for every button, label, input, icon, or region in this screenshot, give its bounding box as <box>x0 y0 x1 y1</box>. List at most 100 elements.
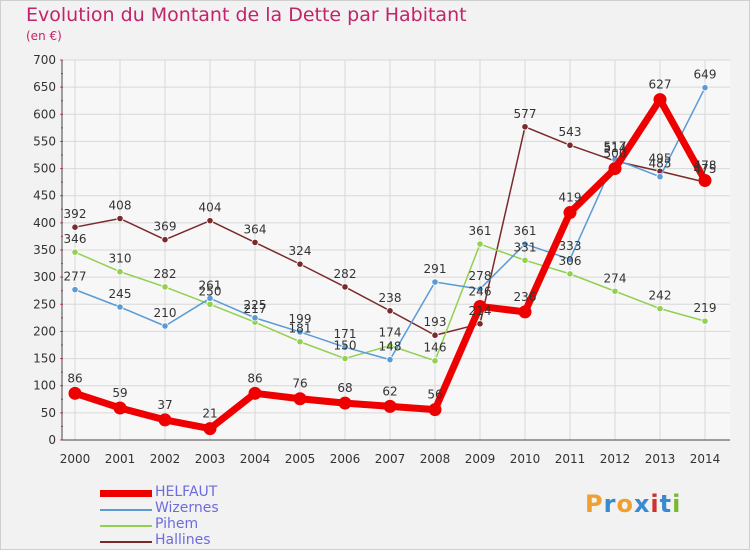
y-tick-label: 350 <box>33 243 56 257</box>
logo-letter: r <box>603 490 617 518</box>
proxiti-logo: Proxiti <box>585 490 681 518</box>
data-label-wizernes: 225 <box>244 298 267 312</box>
data-label-helfaut: 37 <box>157 398 172 412</box>
data-label-wizernes: 171 <box>334 327 357 341</box>
data-label-pihem: 242 <box>649 289 672 303</box>
data-label-pihem: 331 <box>514 240 537 254</box>
data-point-helfaut <box>248 386 262 400</box>
data-label-pihem: 361 <box>469 224 492 238</box>
data-label-helfaut: 76 <box>292 377 307 391</box>
data-label-hallines: 282 <box>334 267 357 281</box>
data-label-hallines: 369 <box>154 220 177 234</box>
data-label-helfaut: 246 <box>469 284 492 298</box>
y-tick-label: 450 <box>33 189 56 203</box>
data-point-pihem <box>386 341 394 350</box>
legend-swatch-helfaut <box>100 490 152 497</box>
y-tick-label: 100 <box>33 379 56 393</box>
x-tick-label: 2013 <box>645 452 676 466</box>
data-label-hallines: 324 <box>289 244 312 258</box>
data-point-hallines <box>116 214 124 223</box>
data-point-pihem <box>296 338 304 346</box>
data-point-wizernes <box>296 328 304 336</box>
x-tick-label: 2008 <box>420 452 451 466</box>
data-point-pihem <box>206 300 214 308</box>
data-label-hallines: 475 <box>694 162 717 176</box>
x-tick-label: 2011 <box>555 452 586 466</box>
data-point-wizernes <box>476 285 484 293</box>
data-label-wizernes: 517 <box>604 139 627 153</box>
x-tick-label: 2002 <box>150 452 181 466</box>
x-tick-label: 2003 <box>195 452 226 466</box>
data-point-wizernes <box>71 286 79 294</box>
data-point-wizernes <box>521 240 529 248</box>
data-label-wizernes: 199 <box>289 312 312 326</box>
data-label-wizernes: 245 <box>109 287 132 301</box>
data-label-pihem: 250 <box>199 284 222 298</box>
data-label-hallines: 392 <box>64 207 87 221</box>
data-point-pihem <box>431 357 439 365</box>
data-point-hallines <box>206 217 214 225</box>
legend-swatch-hallines <box>100 541 152 543</box>
x-tick-label: 2001 <box>105 452 136 466</box>
data-label-pihem: 346 <box>64 232 87 246</box>
data-point-wizernes <box>656 173 664 181</box>
data-point-hallines <box>161 236 169 244</box>
y-tick-label: 550 <box>33 134 56 148</box>
data-point-helfaut <box>518 305 532 319</box>
data-point-helfaut <box>653 93 667 107</box>
data-point-helfaut <box>428 403 442 417</box>
data-label-helfaut: 21 <box>202 407 217 421</box>
data-point-helfaut <box>473 299 487 313</box>
y-tick-label: 500 <box>33 162 56 176</box>
data-point-hallines <box>296 260 304 268</box>
x-tick-label: 2004 <box>240 452 271 466</box>
legend-label-wizernes: Wizernes <box>155 500 219 516</box>
data-point-pihem <box>566 270 574 278</box>
data-label-pihem: 150 <box>334 339 357 353</box>
y-tick-label: 150 <box>33 352 56 366</box>
data-point-helfaut <box>203 422 217 436</box>
data-point-helfaut <box>383 399 397 413</box>
data-label-helfaut: 86 <box>247 371 262 385</box>
data-point-pihem <box>161 283 169 291</box>
data-label-wizernes: 210 <box>154 306 177 320</box>
data-label-pihem: 306 <box>559 254 582 268</box>
data-label-hallines: 404 <box>199 201 222 215</box>
data-label-helfaut: 500 <box>604 147 627 161</box>
data-label-hallines: 193 <box>424 315 447 329</box>
data-label-wizernes: 278 <box>469 269 492 283</box>
data-point-pihem <box>71 248 79 256</box>
data-point-wizernes <box>386 356 394 364</box>
y-tick-label: 700 <box>33 53 56 67</box>
x-tick-label: 2007 <box>375 452 406 466</box>
legend-swatch-wizernes <box>100 509 152 511</box>
data-point-wizernes <box>431 278 439 286</box>
data-label-pihem: 274 <box>604 271 627 285</box>
data-label-pihem: 174 <box>379 326 402 340</box>
data-point-hallines <box>341 283 349 291</box>
y-tick-label: 200 <box>33 324 56 338</box>
data-label-wizernes: 485 <box>649 157 672 171</box>
data-point-helfaut <box>293 392 307 406</box>
data-label-wizernes: 291 <box>424 262 447 276</box>
data-point-pihem <box>521 256 529 264</box>
data-point-helfaut <box>608 162 622 176</box>
x-tick-label: 2009 <box>465 452 496 466</box>
data-label-pihem: 219 <box>694 301 717 315</box>
data-label-wizernes: 649 <box>694 68 717 82</box>
data-label-helfaut: 236 <box>514 290 537 304</box>
data-label-helfaut: 419 <box>559 191 582 205</box>
data-label-wizernes: 333 <box>559 239 582 253</box>
data-point-hallines <box>386 307 394 315</box>
data-point-wizernes <box>566 255 574 263</box>
data-point-hallines <box>476 320 484 328</box>
data-label-hallines: 408 <box>109 199 132 213</box>
y-tick-label: 300 <box>33 270 56 284</box>
data-point-wizernes <box>701 84 709 92</box>
x-tick-label: 2005 <box>285 452 316 466</box>
data-point-hallines <box>71 223 79 231</box>
logo-letter: x <box>633 490 651 518</box>
data-point-helfaut <box>563 206 577 220</box>
data-label-helfaut: 86 <box>67 371 82 385</box>
